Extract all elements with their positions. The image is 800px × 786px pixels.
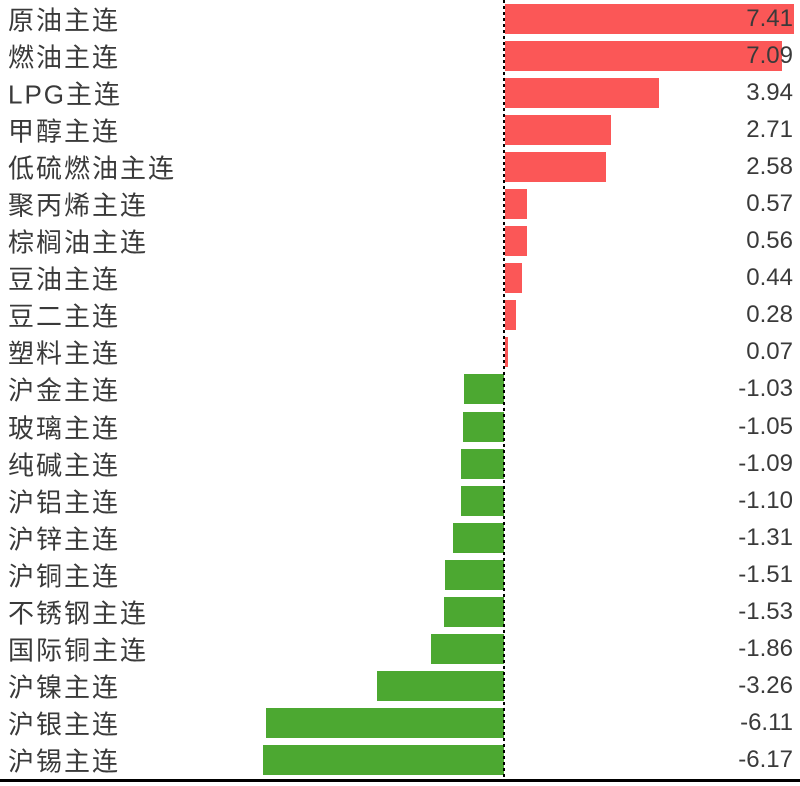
chart-row: 沪金主连 -1.03 [0, 371, 800, 408]
chart-row: 沪镍主连 -3.26 [0, 668, 800, 705]
chart-row: 豆二主连 0.28 [0, 297, 800, 334]
value-label: 7.41 [746, 4, 793, 32]
value-bar-negative [263, 745, 504, 776]
value-bar-negative [444, 597, 504, 628]
value-label: 7.09 [746, 41, 793, 69]
contract-label: 沪镍主连 [8, 672, 121, 703]
value-label: -1.03 [738, 375, 793, 403]
chart-row: 聚丙烯主连 0.57 [0, 185, 800, 222]
value-bar-positive [505, 114, 611, 145]
value-bar-negative [461, 485, 504, 516]
contract-label: 纯碱主连 [8, 450, 121, 481]
contract-label: 沪锌主连 [8, 524, 121, 555]
contract-label: 低硫燃油主连 [8, 153, 177, 184]
chart-row: 沪铜主连 -1.51 [0, 556, 800, 593]
chart-row: 甲醇主连 2.71 [0, 111, 800, 148]
value-label: 0.07 [746, 338, 793, 366]
contract-label: 豆油主连 [8, 264, 121, 295]
value-bar-positive [505, 40, 782, 71]
chart-row: 低硫燃油主连 2.58 [0, 148, 800, 185]
value-bar-negative [464, 374, 504, 405]
chart-row: 玻璃主连 -1.05 [0, 408, 800, 445]
contract-label: 原油主连 [8, 5, 121, 36]
chart-row: LPG主连 3.94 [0, 74, 800, 111]
chart-row: 沪铝主连 -1.10 [0, 482, 800, 519]
contract-label: 沪锡主连 [8, 746, 121, 777]
contract-label: 燃油主连 [8, 42, 121, 73]
value-label: 0.56 [746, 227, 793, 255]
contract-label: 沪铜主连 [8, 561, 121, 592]
value-label: -1.09 [738, 449, 793, 477]
chart-row: 国际铜主连 -1.86 [0, 631, 800, 668]
contract-label: 沪银主连 [8, 709, 121, 740]
value-label: -6.17 [738, 746, 793, 774]
contract-label: 国际铜主连 [8, 635, 149, 666]
value-label: 2.58 [746, 152, 793, 180]
value-label: -1.05 [738, 412, 793, 440]
chart-row: 沪锌主连 -1.31 [0, 519, 800, 556]
value-label: 0.44 [746, 264, 793, 292]
chart-row: 原油主连 7.41 [0, 0, 800, 37]
value-bar-positive [505, 263, 522, 294]
value-bar-negative [377, 671, 504, 702]
value-bar-negative [453, 522, 504, 553]
value-bar-positive [505, 151, 606, 182]
chart-row: 沪银主连 -6.11 [0, 705, 800, 742]
chart-row: 燃油主连 7.09 [0, 37, 800, 74]
value-label: 2.71 [746, 115, 793, 143]
value-label: -1.51 [738, 560, 793, 588]
contract-label: 沪铝主连 [8, 487, 121, 518]
value-bar-positive [505, 226, 527, 257]
value-label: -1.31 [738, 523, 793, 551]
value-label: 3.94 [746, 78, 793, 106]
value-bar-positive [505, 337, 508, 368]
contract-label: 棕榈油主连 [8, 227, 149, 258]
value-label: -6.11 [740, 709, 793, 737]
value-bar-negative [266, 708, 504, 739]
bottom-axis-line [0, 779, 800, 782]
value-bar-negative [461, 448, 504, 479]
chart-row: 棕榈油主连 0.56 [0, 223, 800, 260]
value-bar-negative [445, 559, 504, 590]
chart-row: 塑料主连 0.07 [0, 334, 800, 371]
chart-row: 纯碱主连 -1.09 [0, 445, 800, 482]
value-bar-negative [431, 634, 504, 665]
value-label: 0.28 [746, 301, 793, 329]
contract-label: 不锈钢主连 [8, 598, 149, 629]
contract-label: 塑料主连 [8, 338, 121, 369]
chart-row: 沪锡主连 -6.17 [0, 742, 800, 779]
chart-row: 豆油主连 0.44 [0, 260, 800, 297]
value-label: -1.53 [738, 598, 793, 626]
chart-row: 不锈钢主连 -1.53 [0, 594, 800, 631]
contract-label: 沪金主连 [8, 375, 121, 406]
value-bar-positive [505, 3, 794, 34]
value-label: -1.10 [738, 486, 793, 514]
contract-label: 聚丙烯主连 [8, 190, 149, 221]
contract-label: 玻璃主连 [8, 413, 121, 444]
value-bar-positive [505, 300, 516, 331]
value-bar-positive [505, 77, 659, 108]
value-bar-negative [463, 411, 504, 442]
contract-label: 甲醇主连 [8, 116, 121, 147]
contract-label: LPG主连 [8, 79, 123, 110]
value-bar-positive [505, 189, 527, 220]
zero-axis-line [503, 0, 505, 779]
value-label: 0.57 [746, 190, 793, 218]
value-label: -3.26 [738, 672, 793, 700]
contract-label: 豆二主连 [8, 301, 121, 332]
value-label: -1.86 [738, 635, 793, 663]
